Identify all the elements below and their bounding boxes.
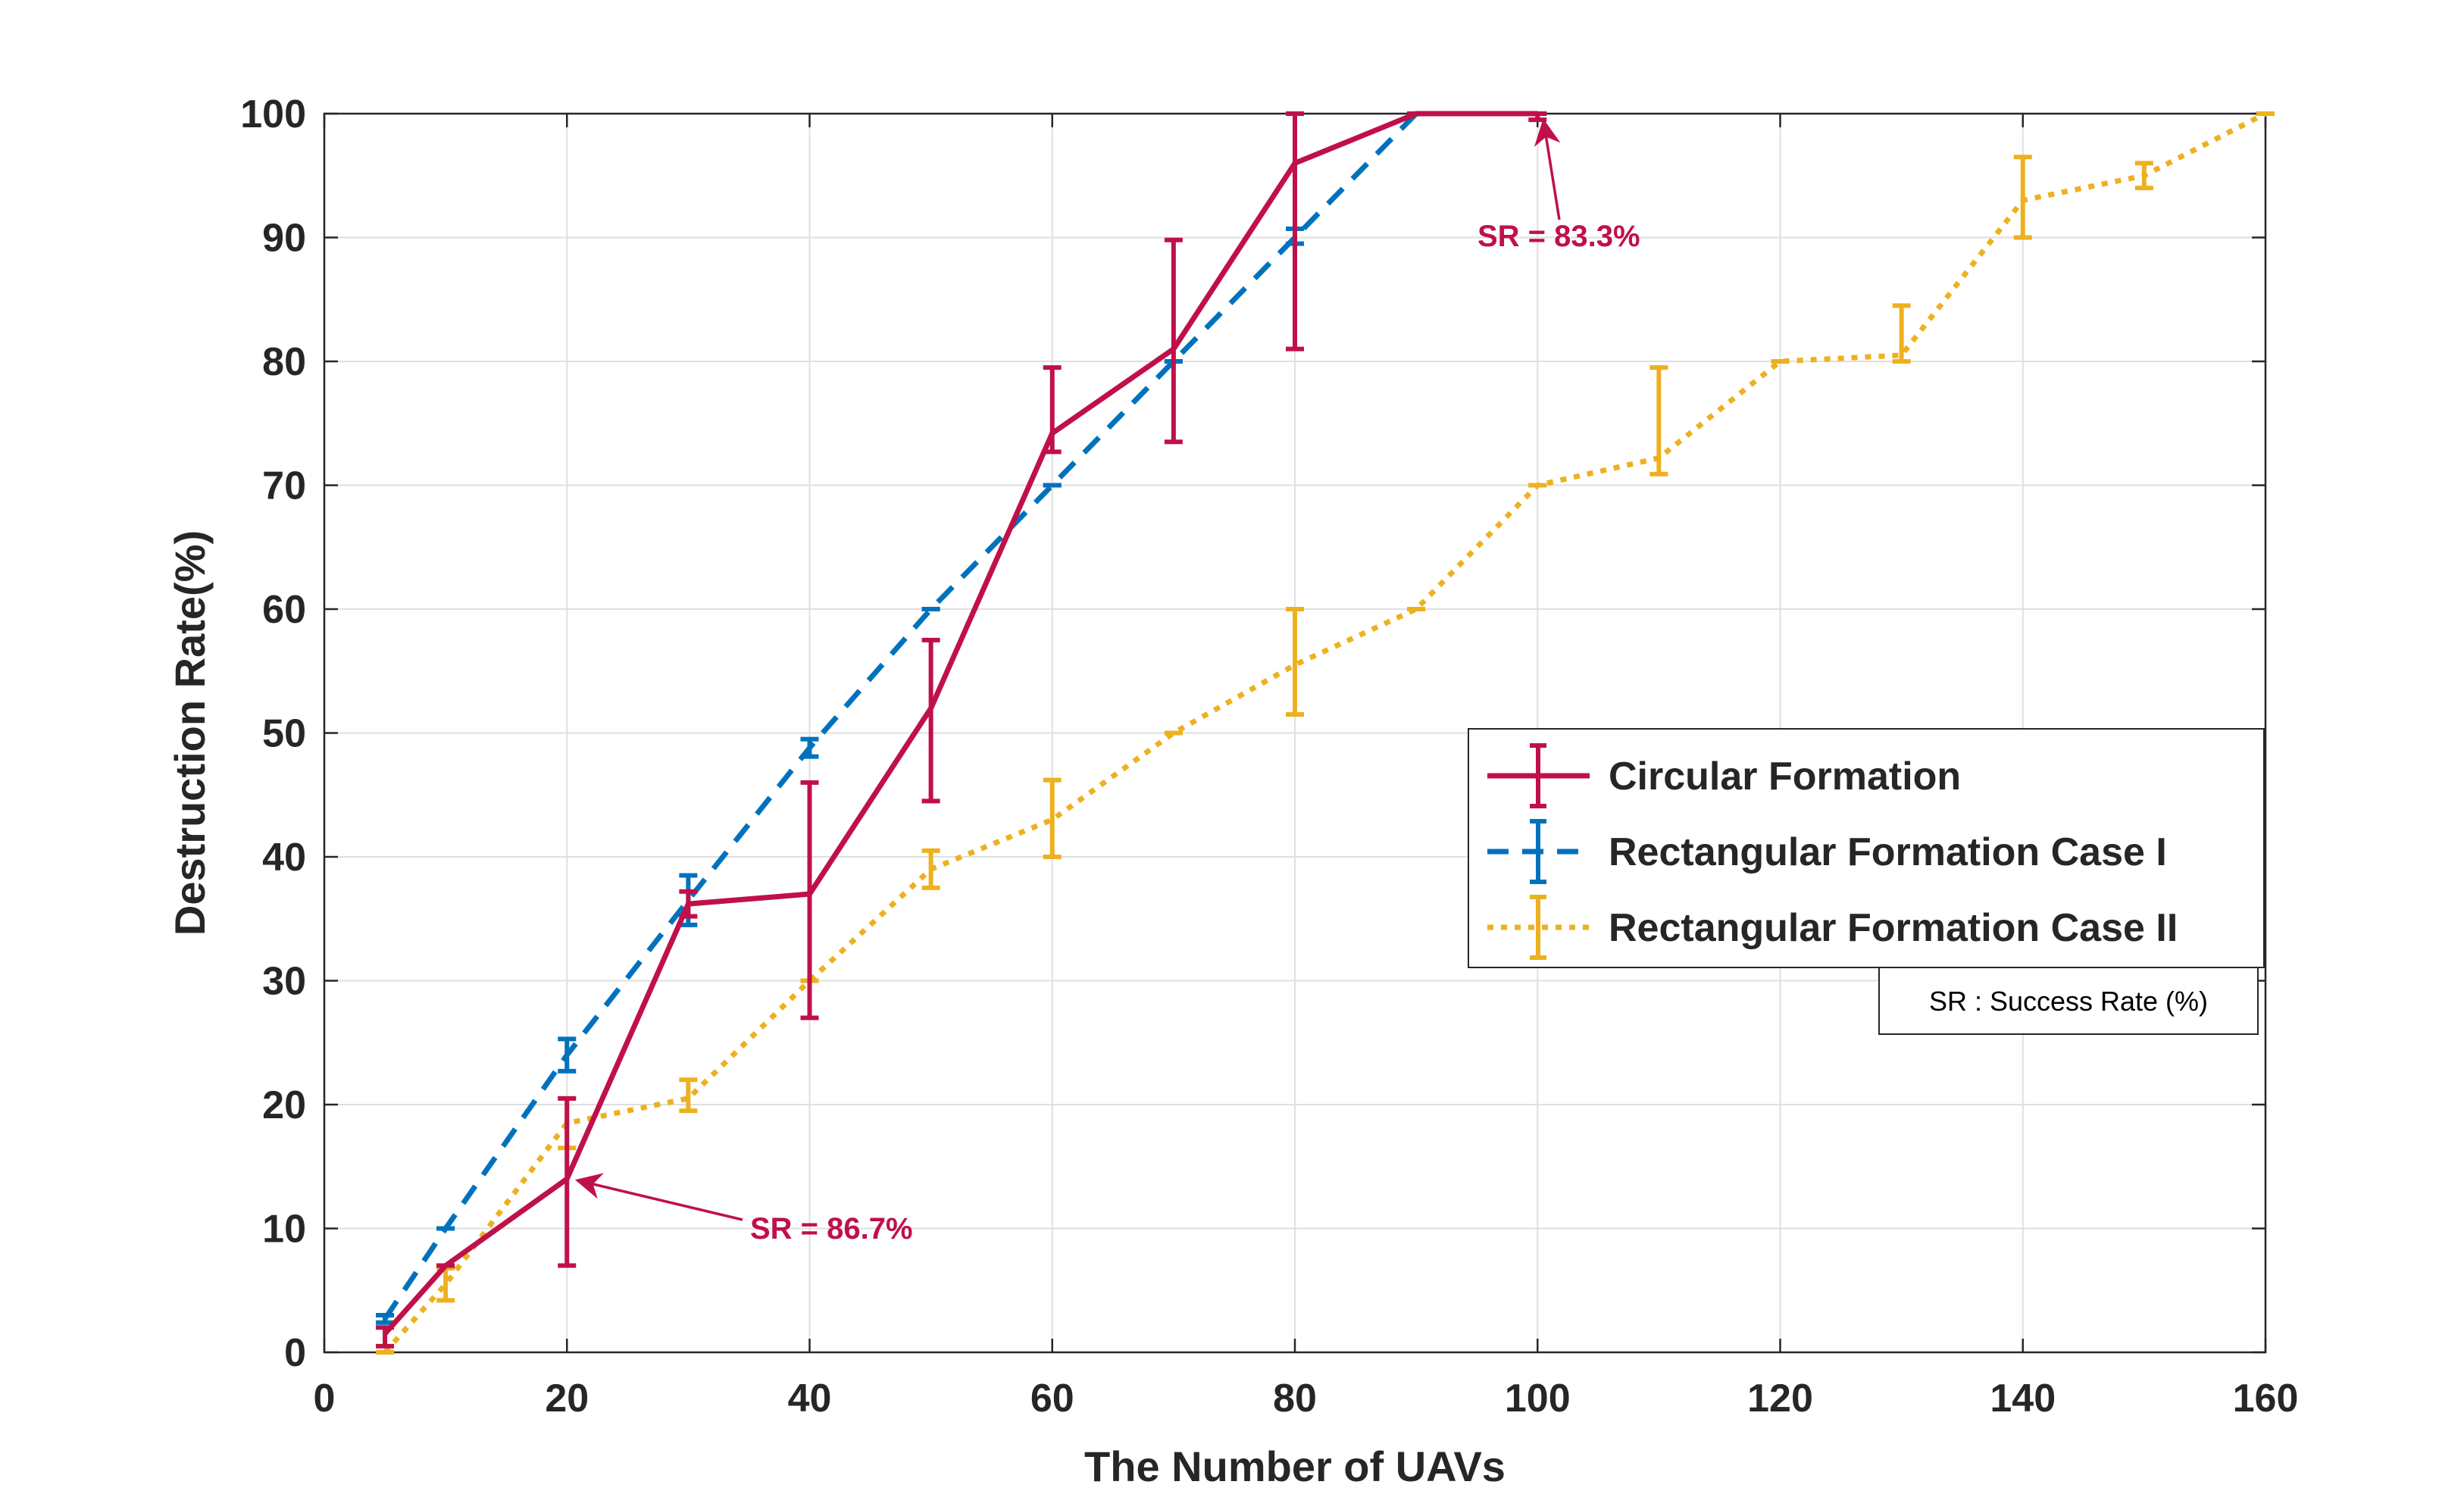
error-bar <box>1164 237 1183 445</box>
annotations: SR = 86.7% SR = 83.3% <box>574 118 1640 1246</box>
y-tick-label: 90 <box>262 217 306 261</box>
error-bar <box>679 1077 698 1114</box>
y-tick-label: 80 <box>262 340 306 384</box>
legend-item: Circular Formation <box>1487 743 1961 808</box>
error-bar <box>800 780 819 1020</box>
error-bar <box>1286 111 1304 352</box>
y-axis-label: Destruction Rate(%) <box>166 530 214 936</box>
annotation-text: SR = 83.3% <box>1477 220 1640 253</box>
error-bar <box>679 889 698 919</box>
error-bar <box>2134 161 2153 191</box>
y-tick-label: 20 <box>262 1083 306 1127</box>
y-tick-label: 0 <box>284 1331 306 1375</box>
series-layer <box>376 111 2275 1355</box>
y-tick-label: 40 <box>262 836 306 880</box>
series-line <box>383 111 1538 1321</box>
error-bar <box>2013 155 2032 240</box>
error-bar <box>800 736 819 759</box>
error-bar <box>1043 777 1062 859</box>
x-axis-label: The Number of UAVs <box>1084 1442 1506 1490</box>
note-box-frame <box>1878 967 2259 1035</box>
x-tick-label: 160 <box>2233 1377 2299 1421</box>
annotation-arrow <box>574 1173 743 1221</box>
error-bar <box>1286 607 1304 717</box>
error-bar <box>558 1095 577 1268</box>
error-bar <box>1892 303 1911 364</box>
error-bar <box>376 1325 395 1349</box>
legend-item: Rectangular Formation Case I <box>1487 819 2167 884</box>
legend-label: Rectangular Formation Case II <box>1609 906 2178 950</box>
error-bar <box>558 1036 577 1074</box>
x-tick-label: 100 <box>1505 1377 1571 1421</box>
x-tick-label: 60 <box>1030 1377 1074 1421</box>
x-tick-label: 20 <box>545 1377 589 1421</box>
y-tick-label: 50 <box>262 712 306 756</box>
x-tick-label: 80 <box>1273 1377 1317 1421</box>
legend-box <box>1468 728 2265 968</box>
y-tick-label: 100 <box>240 92 306 136</box>
y-tick-label: 70 <box>262 464 306 508</box>
legend-label: Circular Formation <box>1609 755 1961 799</box>
error-bar <box>376 1312 395 1325</box>
x-tick-label: 120 <box>1747 1377 1813 1421</box>
x-tick-label: 40 <box>788 1377 832 1421</box>
annotation-text: SR = 86.7% <box>750 1212 913 1246</box>
error-bar <box>921 848 940 890</box>
error-bar <box>921 637 940 804</box>
note-box: SR : Success Rate (%) <box>1878 967 2259 1035</box>
y-tick-label: 10 <box>262 1208 306 1252</box>
legend-item: Rectangular Formation Case II <box>1487 895 2178 960</box>
error-bar <box>1649 365 1668 477</box>
legend-label: Rectangular Formation Case I <box>1609 830 2167 874</box>
note-text: SR : Success Rate (%) <box>1929 986 2208 1017</box>
x-tick-label: 140 <box>1990 1377 2056 1421</box>
series-0 <box>376 111 1547 1349</box>
x-tick-label: 0 <box>314 1377 336 1421</box>
series-2 <box>376 111 2275 1355</box>
axis-ticks: 0 20 40 60 80 100 120 140 160 0 10 20 30 40 50 60 70 80 90… <box>240 92 2298 1421</box>
legend: Circular Formation Rectangular Formation … <box>1468 728 2265 968</box>
y-tick-label: 30 <box>262 960 306 1004</box>
error-bar <box>1043 365 1062 455</box>
y-tick-label: 60 <box>262 588 306 632</box>
annotation-arrow <box>1534 118 1561 220</box>
